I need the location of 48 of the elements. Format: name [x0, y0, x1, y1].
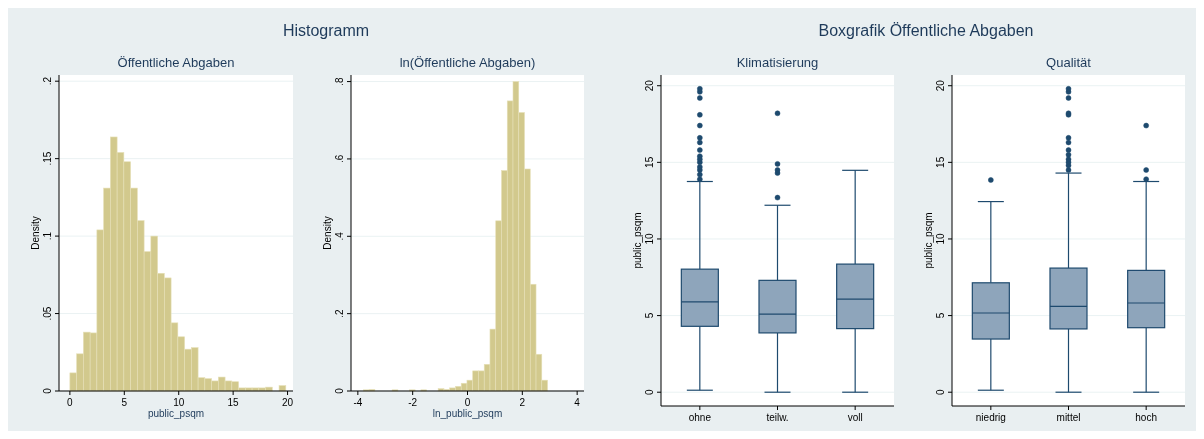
x-tick-label: voll: [847, 412, 863, 423]
x-tick-label: -4: [353, 397, 363, 408]
chart-title: Klimatisierung: [736, 55, 819, 70]
y-tick-label: 20: [935, 79, 946, 92]
x-tick-label: 0: [464, 397, 471, 408]
x-tick-label: 4: [574, 397, 581, 408]
y-tick-label: 0: [42, 387, 53, 394]
x-tick-label: teilw.: [766, 412, 789, 423]
text: Boxgrafik Öffentliche Abgaben: [818, 22, 1034, 39]
y-tick-label: .4: [334, 231, 345, 241]
x-tick-label: 0: [67, 397, 74, 408]
x-tick-label: niedrig: [975, 412, 1006, 423]
y-tick-label: .6: [334, 154, 345, 164]
y-tick-label: .8: [334, 76, 345, 86]
y-tick-label: 15: [644, 156, 655, 168]
x-tick-label: -2: [408, 397, 418, 408]
y-tick-label: 0: [935, 388, 946, 395]
chart-title: Qualität: [1046, 55, 1092, 70]
y-tick-label: 20: [644, 79, 655, 92]
text: Histogramm: [282, 22, 370, 39]
y-tick-label: .2: [42, 76, 53, 86]
x-tick-label: 10: [173, 397, 185, 408]
y-axis-title: public_psqm: [923, 212, 934, 269]
x-tick-label: 20: [282, 397, 294, 408]
y-tick-label: 0: [644, 388, 655, 395]
chart-title: ln(Öffentliche Abgaben): [399, 55, 536, 70]
y-tick-label: .1: [42, 231, 53, 241]
chart-title: Öffentliche Abgaben: [117, 55, 235, 70]
y-axis-title: Density: [30, 216, 41, 250]
y-tick-label: .15: [42, 151, 53, 166]
y-tick-label: 5: [644, 312, 655, 319]
y-tick-label: 5: [935, 312, 946, 319]
y-tick-label: 15: [935, 156, 946, 168]
y-tick-label: .05: [42, 306, 53, 321]
x-axis-title: public_psqm: [147, 408, 205, 419]
y-axis-title: Density: [322, 216, 333, 250]
x-tick-label: 15: [227, 397, 240, 408]
x-tick-label: mittel: [1056, 412, 1081, 423]
y-tick-label: 0: [334, 387, 345, 394]
y-tick-label: .2: [334, 309, 345, 318]
x-axis-title: ln_public_psqm: [432, 408, 503, 419]
x-tick-label: 5: [121, 397, 128, 408]
y-axis-title: public_psqm: [632, 212, 643, 269]
y-tick-label: 10: [935, 232, 946, 245]
x-tick-label: ohne: [688, 412, 712, 423]
x-tick-label: hoch: [1135, 412, 1158, 423]
y-tick-label: 10: [644, 232, 655, 245]
x-tick-label: 2: [519, 397, 526, 408]
